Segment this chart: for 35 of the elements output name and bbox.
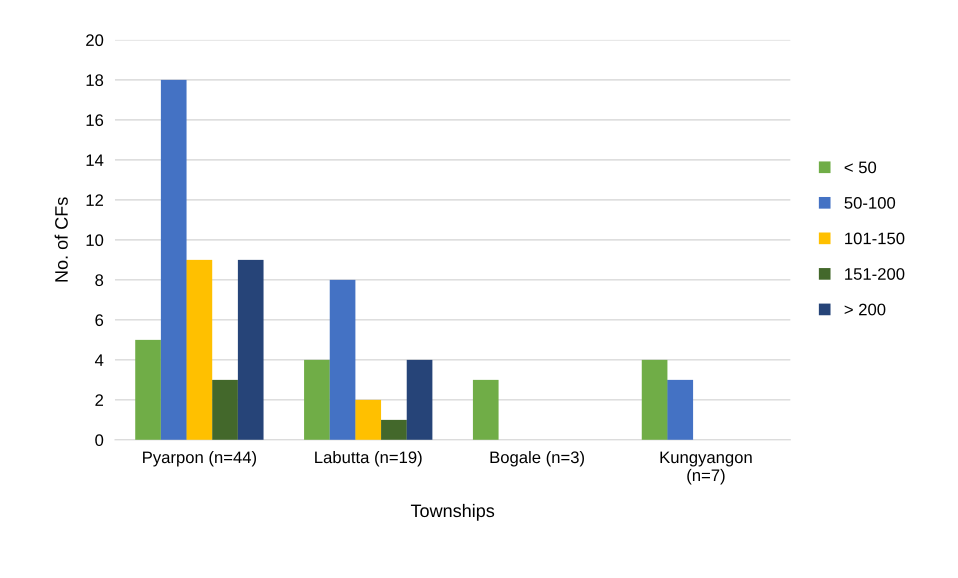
legend-label: 101-150 <box>845 232 904 244</box>
x-tick-label: Labutta (n=19) <box>315 450 422 466</box>
y-tick-label: 10 <box>86 234 104 246</box>
legend-label: > 200 <box>844 304 886 316</box>
y-tick-label: 8 <box>95 274 104 286</box>
y-axis-title: No. of CFs <box>54 197 68 282</box>
y-tick-label: 14 <box>86 154 104 166</box>
x-tick-label: Bogale (n=3) <box>490 450 584 467</box>
y-tick-label: 18 <box>86 74 104 86</box>
y-tick-label: 0 <box>95 434 104 446</box>
bar <box>160 80 187 440</box>
y-tick-label: 12 <box>86 194 104 206</box>
bar <box>330 280 356 440</box>
bar <box>406 360 432 440</box>
y-tick-label: 4 <box>94 354 104 366</box>
bar <box>238 260 264 440</box>
bar <box>212 380 238 440</box>
x-tick-label: Kungyangon (n=7) <box>660 452 752 484</box>
bar <box>186 260 212 440</box>
bar <box>355 400 382 440</box>
y-tick-label: 6 <box>95 314 104 326</box>
bar <box>304 360 330 440</box>
legend-label: < 50 <box>844 161 876 174</box>
y-tick-label: 20 <box>86 34 104 46</box>
x-axis-title: Townships <box>410 504 494 521</box>
y-tick-label: 2 <box>95 394 104 406</box>
bar <box>135 340 161 440</box>
bar <box>472 380 499 440</box>
bar <box>667 380 694 440</box>
bar <box>381 420 407 440</box>
legend-label: 151-200 <box>845 268 904 280</box>
legend-label: 50-100 <box>844 197 896 209</box>
y-tick-label: 16 <box>86 114 104 126</box>
bar <box>642 360 668 440</box>
x-tick-label: Pyarpon (n=44) <box>143 450 256 467</box>
